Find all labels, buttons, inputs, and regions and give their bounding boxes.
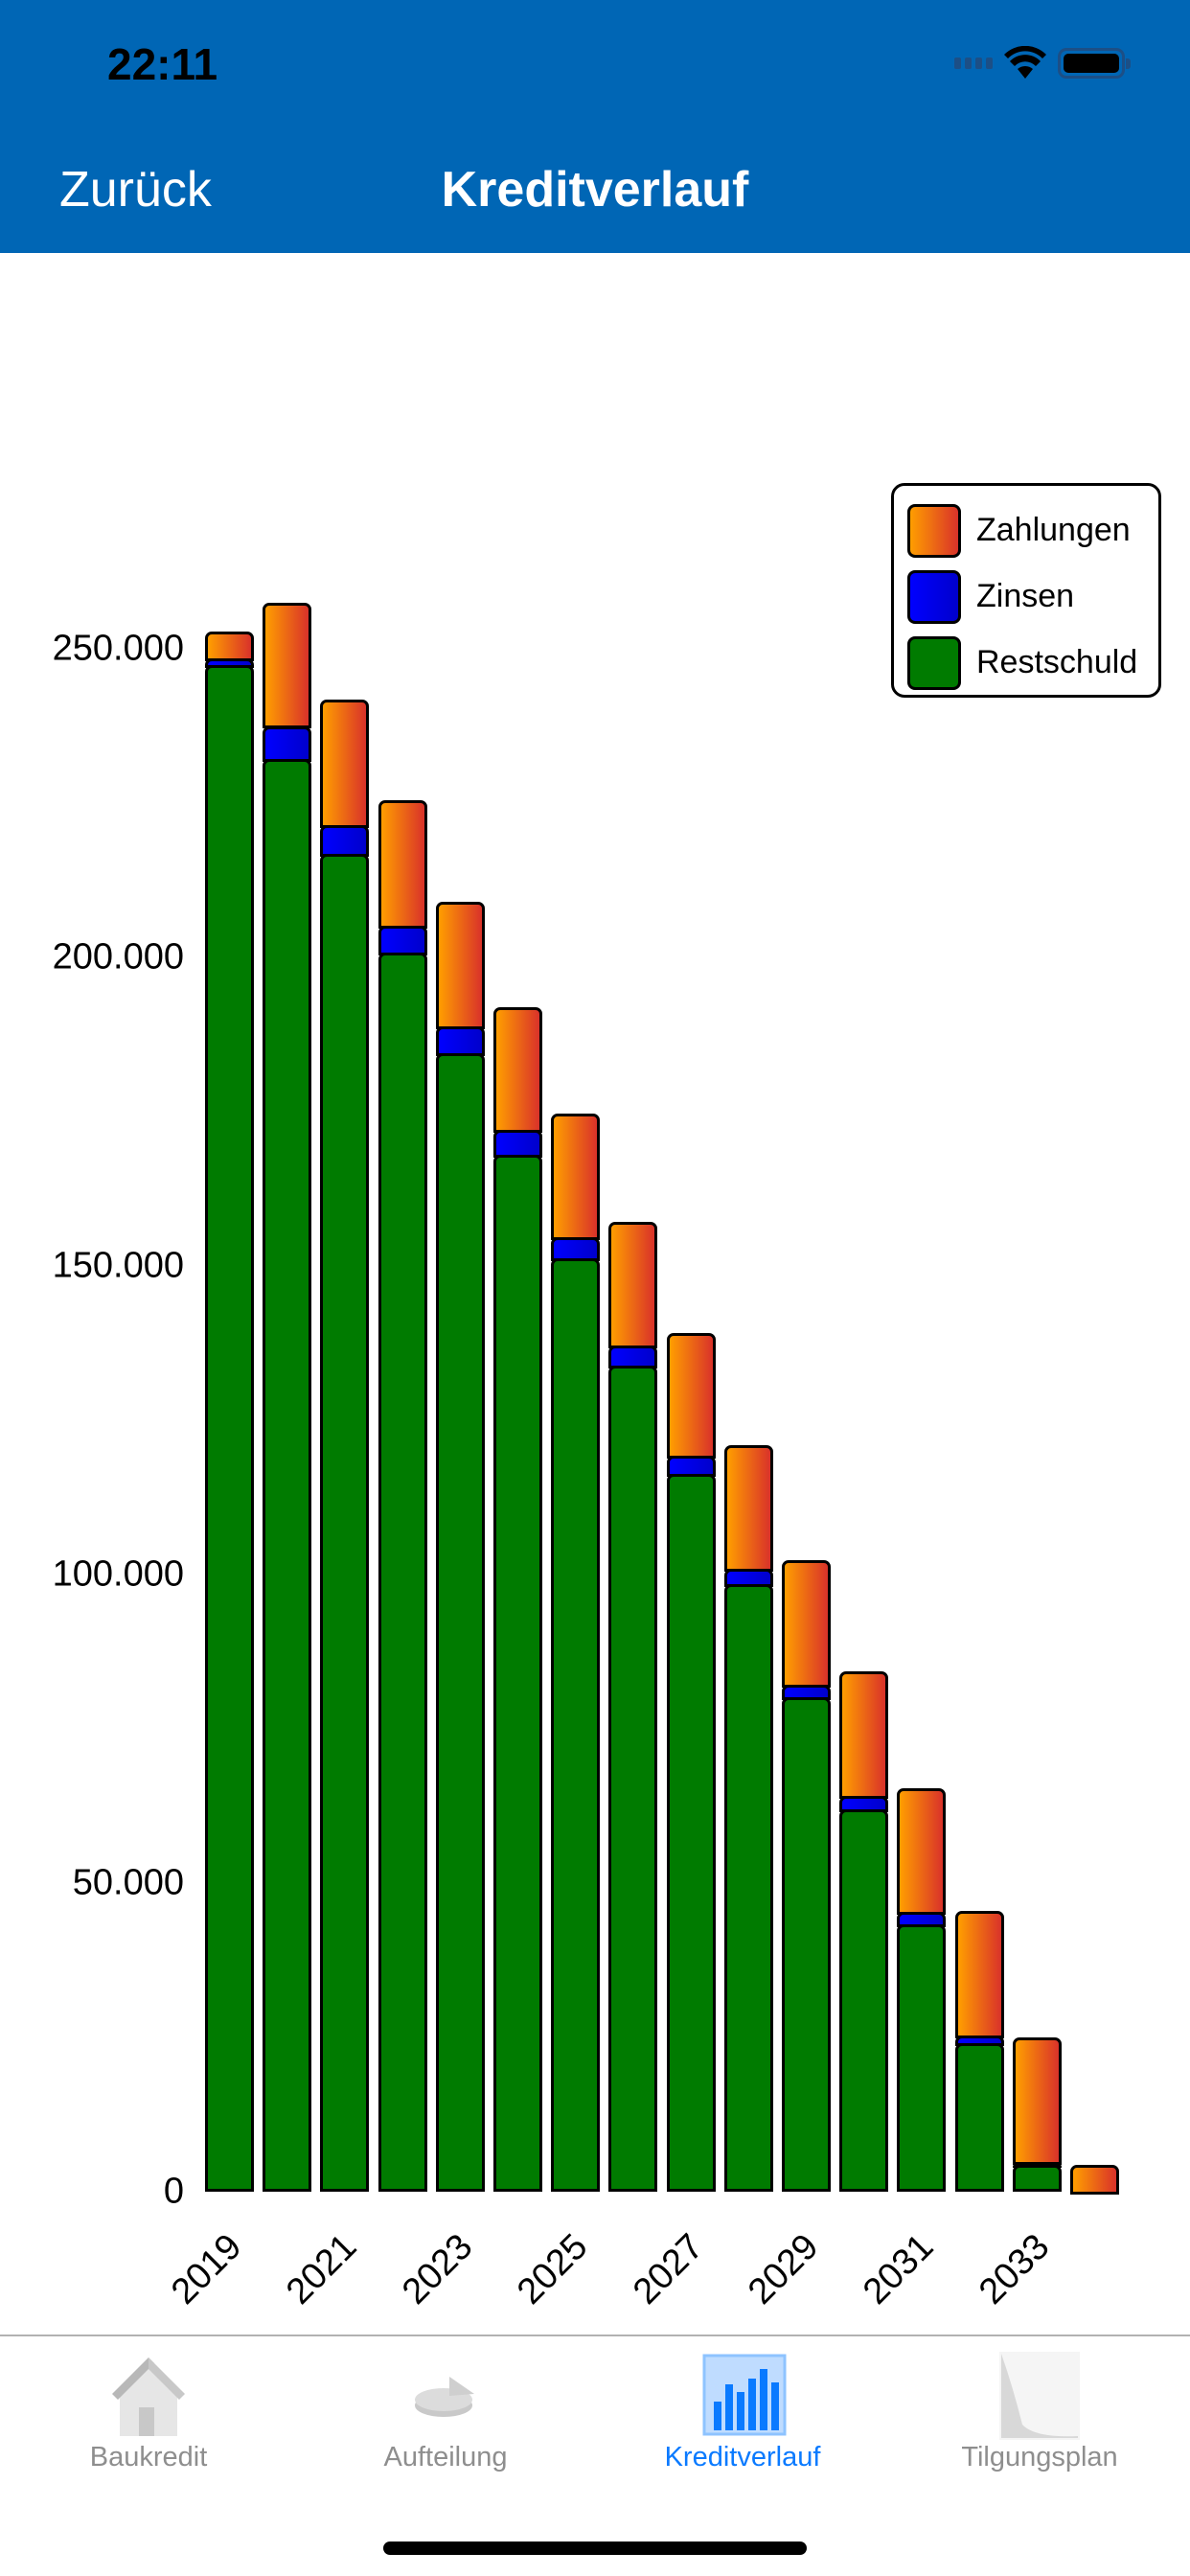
bar-segment-restschuld-2023 [435,1052,485,2192]
x-tick-label: 2033 [971,2226,1058,2312]
bar-segment-zinsen-2024 [493,1130,542,1159]
bar-segment-zahlungen-2025 [551,1113,601,1240]
bar-segment-restschuld-2022 [378,953,427,2192]
cellular-signal-icon [954,58,993,69]
bar-segment-restschuld-2033 [1012,2165,1062,2192]
home-indicator[interactable] [383,2542,807,2555]
legend-label: Restschuld [976,644,1138,680]
page-title: Kreditverlauf [441,162,749,218]
y-tick-label: 150.000 [52,1245,184,1286]
x-tick-label: 2023 [394,2226,481,2312]
house-icon [112,2358,185,2436]
bar-segment-zinsen-2027 [666,1456,716,1478]
bar-segment-zahlungen-2023 [435,902,485,1030]
bar-segment-zahlungen-2024 [493,1006,542,1134]
bar-segment-zinsen-2023 [435,1026,485,1056]
pie-chart-icon [415,2377,474,2417]
bar-segment-restschuld-2020 [263,758,312,2192]
bar-segment-zahlungen-2029 [782,1559,831,1688]
legend-item-zinsen: Zinsen [907,564,1158,630]
bar-segment-zahlungen-2030 [839,1671,889,1800]
x-tick-label: 2021 [279,2226,365,2312]
bar-segment-restschuld-2024 [493,1155,542,2192]
bar-chart-icon [702,2354,787,2436]
bar-segment-restschuld-2021 [320,854,370,2192]
credit-history-chart: 0 50.000 100.000 150.000 200.000 250.000 2019… [0,253,1190,2334]
bar-segment-zahlungen-2020 [263,602,312,729]
bar-segment-restschuld-2025 [551,1258,601,2192]
x-tick-label: 2029 [741,2226,827,2312]
bar-segment-zahlungen-2021 [320,700,370,828]
wifi-icon [1004,46,1046,79]
tab-kreditverlauf[interactable]: Kreditverlauf [594,2336,891,2480]
chart-legend: Zahlungen Zinsen Restschuld [891,483,1161,698]
battery-icon [1058,46,1131,80]
bar-segment-restschuld-2031 [897,1923,947,2192]
y-tick-label: 0 [163,2171,184,2212]
area-chart-icon [999,2352,1080,2440]
bar-segment-zahlungen-2028 [723,1445,773,1573]
zinsen-swatch [907,569,961,624]
tab-aufteilung[interactable]: Aufteilung [297,2336,594,2480]
bar-segment-zahlungen-2033 [1012,2037,1062,2166]
bar-segment-zahlungen-2027 [666,1332,716,1460]
stacked-bars [205,253,1129,2195]
bar-segment-restschuld-2019 [205,665,254,2192]
bar-segment-zinsen-2020 [263,725,312,762]
bar-segment-zahlungen-2031 [897,1788,947,1916]
tab-bar: Baukredit Aufteilung Kreditverlauf Tilgu… [0,2334,1190,2576]
y-tick-label: 250.000 [52,628,184,669]
bar-segment-zahlungen-2032 [954,1910,1004,2039]
y-tick-label: 100.000 [52,1553,184,1595]
bar-segment-restschuld-2028 [723,1583,773,2192]
bar-segment-restschuld-2029 [782,1697,831,2192]
status-icons [954,44,1131,82]
navigation-bar: 22:11 Zurück Kreditverlauf [0,0,1190,253]
legend-label: Zinsen [976,578,1075,614]
y-tick-label: 50.000 [72,1862,184,1903]
bar-segment-zinsen-2021 [320,824,370,858]
tab-tilgungsplan[interactable]: Tilgungsplan [891,2336,1188,2480]
bar-segment-zahlungen-2034 [1070,2165,1119,2195]
bar-segment-restschuld-2027 [666,1474,716,2192]
legend-item-restschuld: Restschuld [907,630,1158,696]
restschuld-swatch [907,635,961,690]
bar-segment-zinsen-2025 [551,1236,601,1262]
x-tick-label: 2025 [510,2226,596,2312]
bar-segment-zinsen-2022 [378,925,427,956]
zahlungen-swatch [907,503,961,558]
x-tick-label: 2019 [164,2226,250,2312]
legend-item-zahlungen: Zahlungen [907,497,1158,564]
tab-baukredit[interactable]: Baukredit [0,2336,297,2480]
bar-segment-restschuld-2032 [954,2043,1004,2192]
bar-segment-zahlungen-2019 [205,631,254,662]
bar-segment-restschuld-2030 [839,1808,889,2192]
bar-segment-zinsen-2026 [608,1346,658,1368]
status-time: 22:11 [107,39,218,89]
bar-segment-zahlungen-2022 [378,800,427,929]
x-tick-label: 2027 [625,2226,712,2312]
back-button[interactable]: Zurück [59,162,212,218]
bar-segment-zahlungen-2026 [608,1222,658,1349]
x-tick-label: 2031 [856,2226,942,2312]
y-tick-label: 200.000 [52,936,184,978]
legend-label: Zahlungen [976,512,1131,548]
bar-segment-restschuld-2026 [608,1365,658,2192]
